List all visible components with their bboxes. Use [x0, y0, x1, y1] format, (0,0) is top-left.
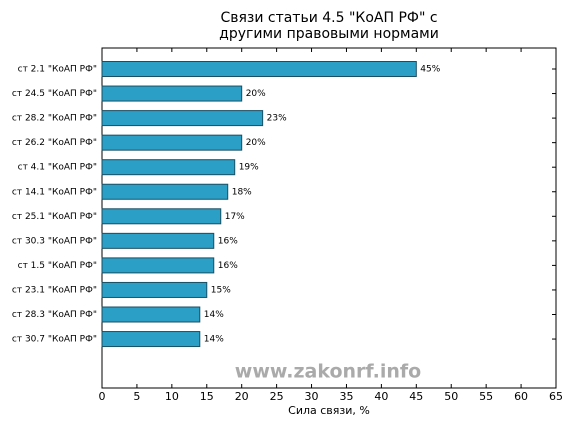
y-tick-label: ст 26.2 "КоАП РФ" [12, 138, 97, 148]
y-tick-label: ст 25.1 "КоАП РФ" [12, 212, 97, 222]
bar [101, 134, 243, 151]
y-tick-label: ст 4.1 "КоАП РФ" [18, 163, 97, 173]
y-tick-label: ст 30.3 "КоАП РФ" [12, 236, 97, 246]
x-tick-label: 5 [133, 390, 140, 403]
bar [101, 257, 215, 274]
x-tick-label: 15 [200, 390, 214, 403]
value-label: 45% [420, 65, 440, 75]
x-tick-label: 25 [270, 390, 284, 403]
watermark: www.zakonrf.info [235, 361, 421, 383]
value-label: 18% [232, 187, 252, 197]
value-label: 14% [204, 310, 224, 320]
y-tick-label: ст 2.1 "КоАП РФ" [18, 65, 97, 75]
value-label: 20% [246, 138, 266, 148]
y-tick-label: ст 24.5 "КоАП РФ" [12, 89, 97, 99]
value-label: 15% [211, 285, 231, 295]
value-label: 14% [204, 335, 224, 345]
bar [101, 110, 264, 127]
x-tick-label: 30 [305, 390, 319, 403]
x-tick-label: 45 [409, 390, 423, 403]
x-tick-label: 35 [339, 390, 353, 403]
y-tick-label: ст 28.2 "КоАП РФ" [12, 114, 97, 124]
bar [101, 281, 208, 298]
x-tick-label: 0 [99, 390, 106, 403]
x-tick-label: 40 [374, 390, 388, 403]
value-label: 16% [218, 236, 238, 246]
bar [101, 85, 243, 102]
y-tick-label: ст 1.5 "КоАП РФ" [18, 261, 97, 271]
chart-title: Связи статьи 4.5 "КоАП РФ" с [220, 10, 437, 26]
x-tick-label: 55 [479, 390, 493, 403]
bar [101, 61, 417, 77]
y-tick-label: ст 30.7 "КоАП РФ" [12, 335, 97, 345]
x-tick-label: 10 [165, 390, 179, 403]
value-label: 23% [267, 114, 287, 124]
x-axis-label: Сила связи, % [288, 404, 370, 417]
chart-title: другими правовыми нормами [219, 26, 439, 42]
value-label: 20% [246, 89, 266, 99]
x-tick-label: 65 [549, 390, 563, 403]
x-tick-label: 50 [444, 390, 458, 403]
bar [101, 306, 201, 323]
x-tick-label: 60 [514, 390, 528, 403]
bar [101, 208, 222, 225]
y-tick-label: ст 23.1 "КоАП РФ" [12, 285, 97, 295]
value-label: 16% [218, 261, 238, 271]
x-tick-label: 20 [235, 390, 249, 403]
y-tick-label: ст 28.3 "КоАП РФ" [12, 310, 97, 320]
bar [101, 232, 215, 249]
y-tick-label: ст 14.1 "КоАП РФ" [12, 187, 97, 197]
bar [101, 331, 201, 348]
bar [101, 159, 236, 176]
bar [101, 183, 229, 200]
value-label: 19% [239, 163, 259, 173]
value-label: 17% [225, 212, 245, 222]
